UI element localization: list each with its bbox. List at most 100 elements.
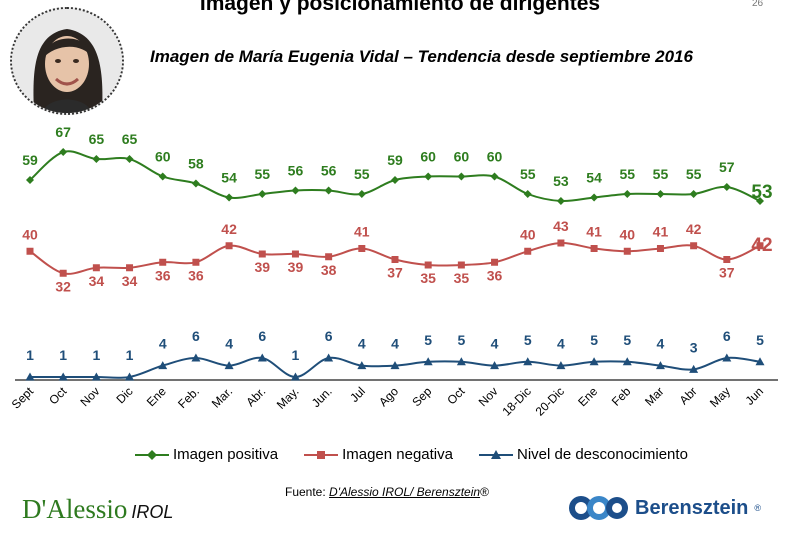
data-point-s2-4 bbox=[158, 361, 168, 370]
data-label-s1-18: 40 bbox=[619, 226, 635, 242]
data-label-s2-16: 4 bbox=[557, 336, 565, 352]
legend-marker-triangle-icon bbox=[478, 449, 513, 459]
data-label-s1-22: 42 bbox=[751, 235, 772, 256]
x-tick-label-9: Jun. bbox=[309, 384, 335, 410]
data-point-s0-6 bbox=[225, 193, 234, 202]
data-label-s0-0: 59 bbox=[22, 152, 38, 168]
data-label-s2-12: 5 bbox=[424, 332, 432, 348]
data-label-s0-16: 53 bbox=[553, 173, 569, 189]
x-tick-label-3: Dic bbox=[114, 384, 136, 406]
data-point-s1-15 bbox=[524, 247, 532, 255]
x-tick-label-4: Ene bbox=[144, 384, 169, 409]
data-point-s0-8 bbox=[291, 186, 300, 195]
data-point-s2-20 bbox=[689, 364, 699, 373]
data-label-s0-1: 67 bbox=[55, 124, 71, 140]
page-title: Imagen y posicionamiento de dirigentes bbox=[199, 0, 601, 15]
data-point-s2-16 bbox=[556, 361, 566, 370]
data-point-s1-7 bbox=[258, 250, 266, 258]
legend-label-positiva: Imagen positiva bbox=[173, 446, 279, 463]
data-point-s2-3 bbox=[125, 372, 135, 381]
data-point-s1-11 bbox=[391, 256, 399, 263]
data-point-s0-4 bbox=[158, 172, 167, 181]
berensztein-reg-mark: ® bbox=[754, 503, 762, 513]
data-label-s1-15: 40 bbox=[520, 226, 536, 242]
x-tick-label-20: Abr bbox=[677, 384, 700, 407]
data-label-s2-14: 4 bbox=[491, 336, 499, 352]
data-point-s1-18 bbox=[623, 247, 631, 255]
data-label-s0-10: 55 bbox=[354, 166, 370, 182]
data-label-s2-3: 1 bbox=[126, 347, 134, 363]
data-point-s1-12 bbox=[424, 261, 432, 269]
data-point-s2-22 bbox=[755, 357, 765, 366]
x-tick-label-7: Abr. bbox=[243, 384, 268, 409]
data-label-s0-20: 55 bbox=[686, 166, 702, 182]
x-tick-label-15: 18-Dic bbox=[499, 384, 533, 418]
data-label-s0-21: 57 bbox=[719, 159, 735, 175]
data-label-s2-13: 5 bbox=[457, 332, 465, 348]
data-label-s2-5: 6 bbox=[192, 328, 200, 344]
x-tick-label-14: Nov bbox=[476, 384, 501, 409]
data-label-s2-4: 4 bbox=[159, 336, 167, 352]
data-point-s1-2 bbox=[92, 264, 100, 272]
data-label-s1-17: 41 bbox=[586, 224, 602, 240]
data-label-s1-21: 37 bbox=[719, 265, 735, 281]
data-point-s1-10 bbox=[358, 245, 366, 252]
data-label-s2-11: 4 bbox=[391, 336, 399, 352]
data-label-s2-7: 6 bbox=[258, 328, 266, 344]
dalessio-logo-text: D'Alessio bbox=[22, 494, 128, 524]
data-label-s2-19: 4 bbox=[657, 336, 665, 352]
data-point-s1-9 bbox=[325, 253, 333, 261]
data-point-s2-11 bbox=[390, 361, 400, 370]
data-label-s2-20: 3 bbox=[690, 339, 698, 355]
legend-item-positiva: Imagen positiva bbox=[135, 446, 278, 463]
data-label-s1-7: 39 bbox=[254, 259, 270, 275]
data-point-s2-18 bbox=[622, 357, 632, 366]
data-point-s0-13 bbox=[457, 172, 466, 181]
data-point-s1-4 bbox=[159, 258, 167, 266]
data-label-s2-22: 5 bbox=[756, 332, 764, 348]
data-label-s1-0: 40 bbox=[22, 226, 38, 242]
source-link[interactable]: D'Alessio IROL/ Berensztein bbox=[329, 485, 481, 499]
data-point-s0-19 bbox=[656, 190, 665, 198]
data-point-s1-0 bbox=[26, 247, 34, 255]
data-point-s1-1 bbox=[59, 269, 67, 277]
data-label-s0-11: 59 bbox=[387, 152, 403, 168]
data-label-s1-4: 36 bbox=[155, 267, 171, 283]
data-point-s1-20 bbox=[690, 242, 698, 250]
data-point-s1-3 bbox=[126, 264, 134, 272]
data-label-s0-13: 60 bbox=[454, 149, 470, 165]
data-label-s0-18: 55 bbox=[619, 166, 635, 182]
data-label-s0-8: 56 bbox=[288, 163, 304, 179]
data-label-s2-8: 1 bbox=[292, 347, 300, 363]
data-label-s1-19: 41 bbox=[653, 224, 669, 240]
data-point-s0-2 bbox=[92, 155, 101, 163]
x-tick-label-10: Jul bbox=[347, 384, 368, 405]
data-label-s1-20: 42 bbox=[686, 221, 702, 237]
source-note: Fuente: D'Alessio IROL/ Berensztein® bbox=[285, 485, 489, 499]
data-label-s2-1: 1 bbox=[59, 347, 67, 363]
data-point-s0-17 bbox=[590, 193, 599, 202]
data-point-s0-22 bbox=[756, 197, 764, 205]
data-label-s1-11: 37 bbox=[387, 265, 403, 281]
data-point-s0-18 bbox=[623, 190, 632, 198]
berensztein-logo: Berensztein ® bbox=[567, 494, 761, 522]
data-point-s1-13 bbox=[457, 261, 465, 269]
data-label-s2-6: 4 bbox=[225, 336, 233, 352]
data-label-s1-2: 34 bbox=[89, 273, 105, 289]
x-tick-label-21: May bbox=[707, 384, 733, 410]
data-point-s2-1 bbox=[58, 372, 68, 381]
data-point-s0-1 bbox=[59, 148, 68, 156]
x-tick-label-2: Nov bbox=[77, 384, 102, 409]
data-point-s0-20 bbox=[689, 190, 698, 198]
data-point-s0-7 bbox=[258, 190, 267, 198]
data-point-s2-7 bbox=[257, 353, 267, 362]
x-tick-label-11: Ago bbox=[376, 384, 401, 409]
data-point-s1-8 bbox=[291, 250, 299, 258]
data-label-s0-22: 53 bbox=[751, 182, 772, 203]
data-label-s1-6: 42 bbox=[221, 221, 237, 237]
data-point-s1-5 bbox=[192, 258, 200, 266]
data-label-s1-9: 38 bbox=[321, 262, 337, 278]
data-point-s2-8 bbox=[290, 372, 300, 381]
x-tick-label-0: Sept bbox=[9, 384, 37, 412]
